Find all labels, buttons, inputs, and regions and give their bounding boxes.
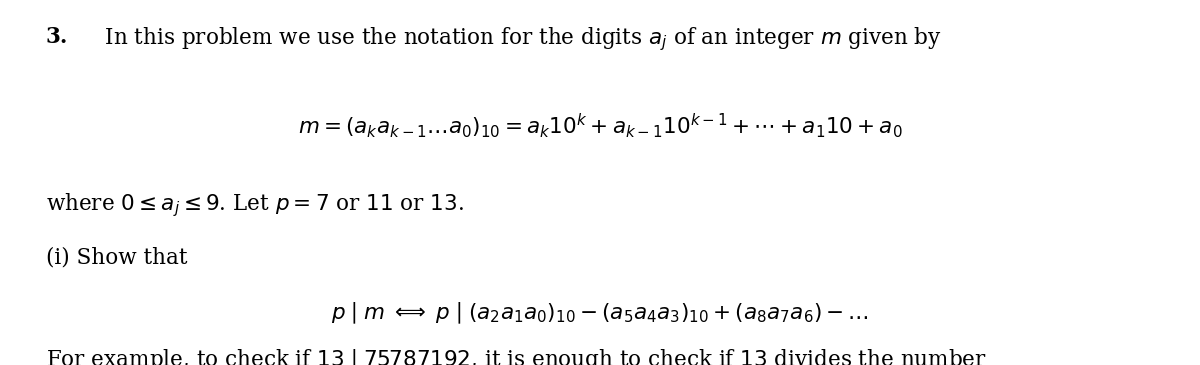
Text: For example, to check if $13 \mid 75787192$, it is enough to check if $13$ divid: For example, to check if $13 \mid 757871… [46, 347, 986, 365]
Text: (i) Show that: (i) Show that [46, 246, 187, 268]
Text: $p \mid m \;\Longleftrightarrow\; p \mid (a_2 a_1 a_0)_{10} - (a_5 a_4 a_3)_{10}: $p \mid m \;\Longleftrightarrow\; p \mid… [331, 301, 869, 326]
Text: $m = (a_k a_{k-1} \ldots a_0)_{10} = a_k 10^k + a_{k-1} 10^{k-1} + \cdots + a_1 : $m = (a_k a_{k-1} \ldots a_0)_{10} = a_k… [298, 111, 902, 140]
Text: In this problem we use the notation for the digits $a_j$ of an integer $m$ given: In this problem we use the notation for … [91, 26, 942, 53]
Text: 3.: 3. [46, 26, 68, 47]
Text: where $0 \leq a_j \leq 9$. Let $p = 7$ or $11$ or $13$.: where $0 \leq a_j \leq 9$. Let $p = 7$ o… [46, 192, 463, 219]
